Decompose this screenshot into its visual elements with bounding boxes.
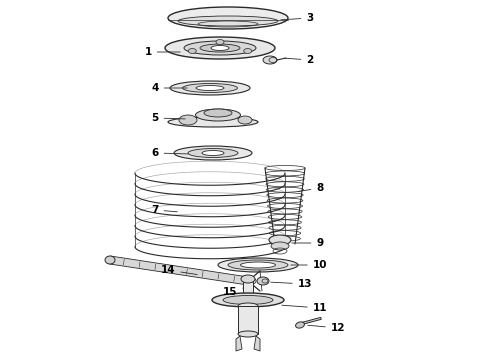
Ellipse shape — [248, 278, 256, 284]
Ellipse shape — [188, 149, 238, 158]
Ellipse shape — [244, 49, 252, 54]
Text: 15: 15 — [223, 287, 243, 297]
Ellipse shape — [204, 109, 232, 117]
Text: 8: 8 — [298, 183, 323, 193]
Ellipse shape — [200, 44, 240, 52]
Text: 4: 4 — [151, 83, 187, 93]
Ellipse shape — [168, 117, 258, 127]
Ellipse shape — [241, 275, 255, 283]
Ellipse shape — [295, 322, 304, 328]
Text: 1: 1 — [145, 47, 180, 57]
Polygon shape — [243, 281, 253, 295]
Polygon shape — [109, 256, 248, 285]
Ellipse shape — [178, 16, 278, 26]
Text: 11: 11 — [282, 303, 327, 313]
Ellipse shape — [170, 81, 250, 95]
Text: 12: 12 — [308, 323, 345, 333]
Ellipse shape — [196, 86, 224, 90]
Text: 2: 2 — [285, 55, 314, 65]
Ellipse shape — [179, 115, 197, 125]
Ellipse shape — [105, 256, 115, 264]
Ellipse shape — [202, 150, 224, 156]
Text: 9: 9 — [292, 238, 323, 248]
Text: 14: 14 — [161, 265, 197, 275]
Ellipse shape — [218, 258, 298, 272]
Text: 13: 13 — [271, 279, 312, 289]
Ellipse shape — [223, 296, 273, 305]
Ellipse shape — [216, 40, 224, 45]
Polygon shape — [254, 336, 260, 351]
Text: 6: 6 — [151, 148, 188, 158]
Text: 3: 3 — [281, 13, 314, 23]
Ellipse shape — [211, 45, 229, 50]
Ellipse shape — [269, 235, 291, 245]
Ellipse shape — [165, 37, 275, 59]
Ellipse shape — [271, 242, 289, 250]
Ellipse shape — [238, 331, 258, 337]
Ellipse shape — [184, 41, 256, 55]
Ellipse shape — [263, 56, 277, 64]
Ellipse shape — [228, 260, 288, 270]
Text: 5: 5 — [151, 113, 185, 123]
Ellipse shape — [196, 109, 241, 121]
Ellipse shape — [182, 84, 238, 93]
Ellipse shape — [212, 293, 284, 307]
Polygon shape — [299, 318, 321, 325]
Ellipse shape — [188, 49, 196, 54]
Ellipse shape — [257, 277, 269, 285]
Ellipse shape — [241, 262, 275, 268]
Polygon shape — [236, 336, 242, 351]
Polygon shape — [238, 306, 258, 334]
Ellipse shape — [168, 7, 288, 29]
Ellipse shape — [174, 146, 252, 160]
Ellipse shape — [238, 116, 252, 124]
Ellipse shape — [238, 303, 258, 309]
Text: 10: 10 — [291, 260, 327, 270]
Text: 7: 7 — [151, 205, 177, 215]
